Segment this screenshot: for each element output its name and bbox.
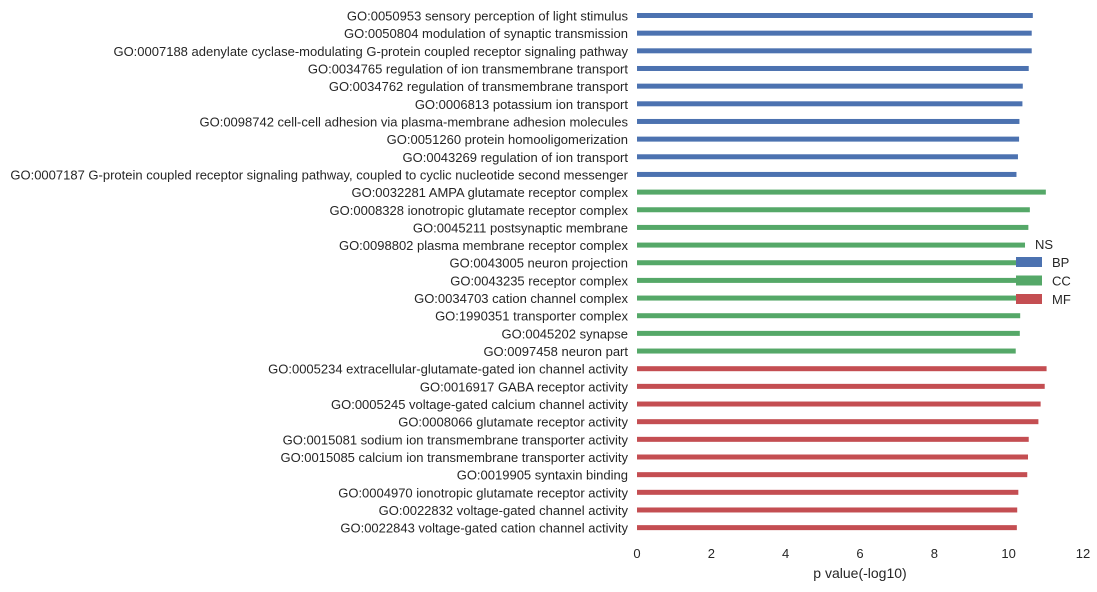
legend-label-mf: MF — [1052, 292, 1071, 307]
bar-bp-8 — [637, 154, 1018, 160]
x-tick-label: 10 — [1001, 546, 1015, 561]
legend-swatch-bp — [1016, 257, 1042, 267]
legend-title: NS — [1035, 237, 1053, 252]
category-label: GO:0022843 voltage-gated cation channel … — [340, 521, 628, 536]
category-label: GO:0015081 sodium ion transmembrane tran… — [283, 432, 629, 447]
x-tick-label: 4 — [782, 546, 789, 561]
category-label: GO:0007188 adenylate cyclase-modulating … — [113, 44, 628, 59]
bar-bp-6 — [637, 118, 1020, 124]
x-tick-label: 2 — [708, 546, 715, 561]
x-axis-label: p value(-log10) — [813, 565, 906, 581]
category-label: GO:0043005 neuron projection — [449, 256, 628, 271]
category-label: GO:0007187 G-protein coupled receptor si… — [10, 167, 628, 182]
x-tick-label: 0 — [633, 546, 640, 561]
x-tick-label: 12 — [1076, 546, 1090, 561]
bar-cc-4 — [637, 260, 1023, 266]
bar-cc-3 — [637, 242, 1026, 248]
bar-mf-0 — [637, 366, 1047, 372]
category-label: GO:0015085 calcium ion transmembrane tra… — [280, 450, 628, 465]
category-label: GO:0045202 synapse — [502, 326, 628, 341]
bar-bp-7 — [637, 136, 1020, 142]
category-label: GO:0022832 voltage-gated channel activit… — [379, 503, 629, 518]
category-label: GO:0034703 cation channel complex — [414, 291, 628, 306]
legend-swatch-cc — [1016, 275, 1042, 286]
category-label: GO:1990351 transporter complex — [435, 309, 628, 324]
x-axis: p value(-log10) 0 2 4 6 8 10 12 — [633, 546, 1090, 581]
bar-cc-7 — [637, 313, 1021, 319]
bar-cc-2 — [637, 224, 1029, 230]
category-label: GO:0043269 regulation of ion transport — [403, 150, 629, 165]
category-label: GO:0006813 potassium ion transport — [415, 97, 629, 112]
category-label: GO:0098742 cell-cell adhesion via plasma… — [199, 114, 628, 129]
bar-bp-1 — [637, 30, 1032, 36]
legend-swatch-mf — [1016, 294, 1042, 304]
bar-bp-4 — [637, 83, 1023, 89]
category-label: GO:0045211 postsynaptic membrane — [413, 220, 628, 235]
bar-cc-0 — [637, 189, 1046, 195]
category-label: GO:0034762 regulation of transmembrane t… — [329, 79, 629, 94]
bar-bp-2 — [637, 48, 1032, 54]
bars-layer — [637, 13, 1047, 531]
category-label: GO:0043235 receptor complex — [450, 273, 628, 288]
x-tick-label: 8 — [931, 546, 938, 561]
category-label: GO:0050804 modulation of synaptic transm… — [344, 26, 628, 41]
bar-bp-3 — [637, 65, 1029, 71]
bar-mf-7 — [637, 489, 1019, 495]
legend-label-bp: BP — [1052, 255, 1069, 270]
category-label: GO:0051260 protein homooligomerization — [387, 132, 628, 147]
bar-mf-5 — [637, 454, 1028, 460]
bar-mf-4 — [637, 436, 1029, 442]
bar-bp-0 — [637, 13, 1033, 18]
category-label: GO:0050953 sensory perception of light s… — [347, 9, 629, 24]
bar-cc-8 — [637, 330, 1020, 336]
legend: NS BP CC MF — [1016, 237, 1071, 307]
category-labels: GO:0050953 sensory perception of light s… — [10, 9, 628, 536]
category-label: GO:0005245 voltage-gated calcium channel… — [331, 397, 629, 412]
bar-mf-1 — [637, 383, 1045, 389]
bar-cc-5 — [637, 277, 1022, 283]
category-label: GO:0019905 syntaxin binding — [457, 468, 628, 483]
bar-mf-9 — [637, 525, 1017, 531]
category-label: GO:0008328 ionotropic glutamate receptor… — [330, 203, 629, 218]
category-label: GO:0032281 AMPA glutamate receptor compl… — [351, 185, 628, 200]
category-label: GO:0005234 extracellular-glutamate-gated… — [268, 362, 628, 377]
bar-cc-9 — [637, 348, 1016, 354]
category-label: GO:0008066 glutamate receptor activity — [398, 415, 628, 430]
bar-mf-3 — [637, 419, 1039, 425]
category-label: GO:0097458 neuron part — [483, 344, 628, 359]
bar-cc-6 — [637, 295, 1021, 301]
bar-cc-1 — [637, 207, 1030, 213]
bar-bp-9 — [637, 171, 1017, 177]
category-label: GO:0016917 GABA receptor activity — [420, 379, 629, 394]
bar-mf-6 — [637, 472, 1028, 478]
category-label: GO:0004970 ionotropic glutamate receptor… — [338, 485, 628, 500]
bar-mf-8 — [637, 507, 1018, 513]
bar-bp-5 — [637, 101, 1023, 107]
bar-mf-2 — [637, 401, 1041, 407]
x-tick-label: 6 — [856, 546, 863, 561]
category-label: GO:0034765 regulation of ion transmembra… — [308, 61, 629, 76]
category-label: GO:0098802 plasma membrane receptor comp… — [339, 238, 629, 253]
legend-label-cc: CC — [1052, 274, 1071, 289]
